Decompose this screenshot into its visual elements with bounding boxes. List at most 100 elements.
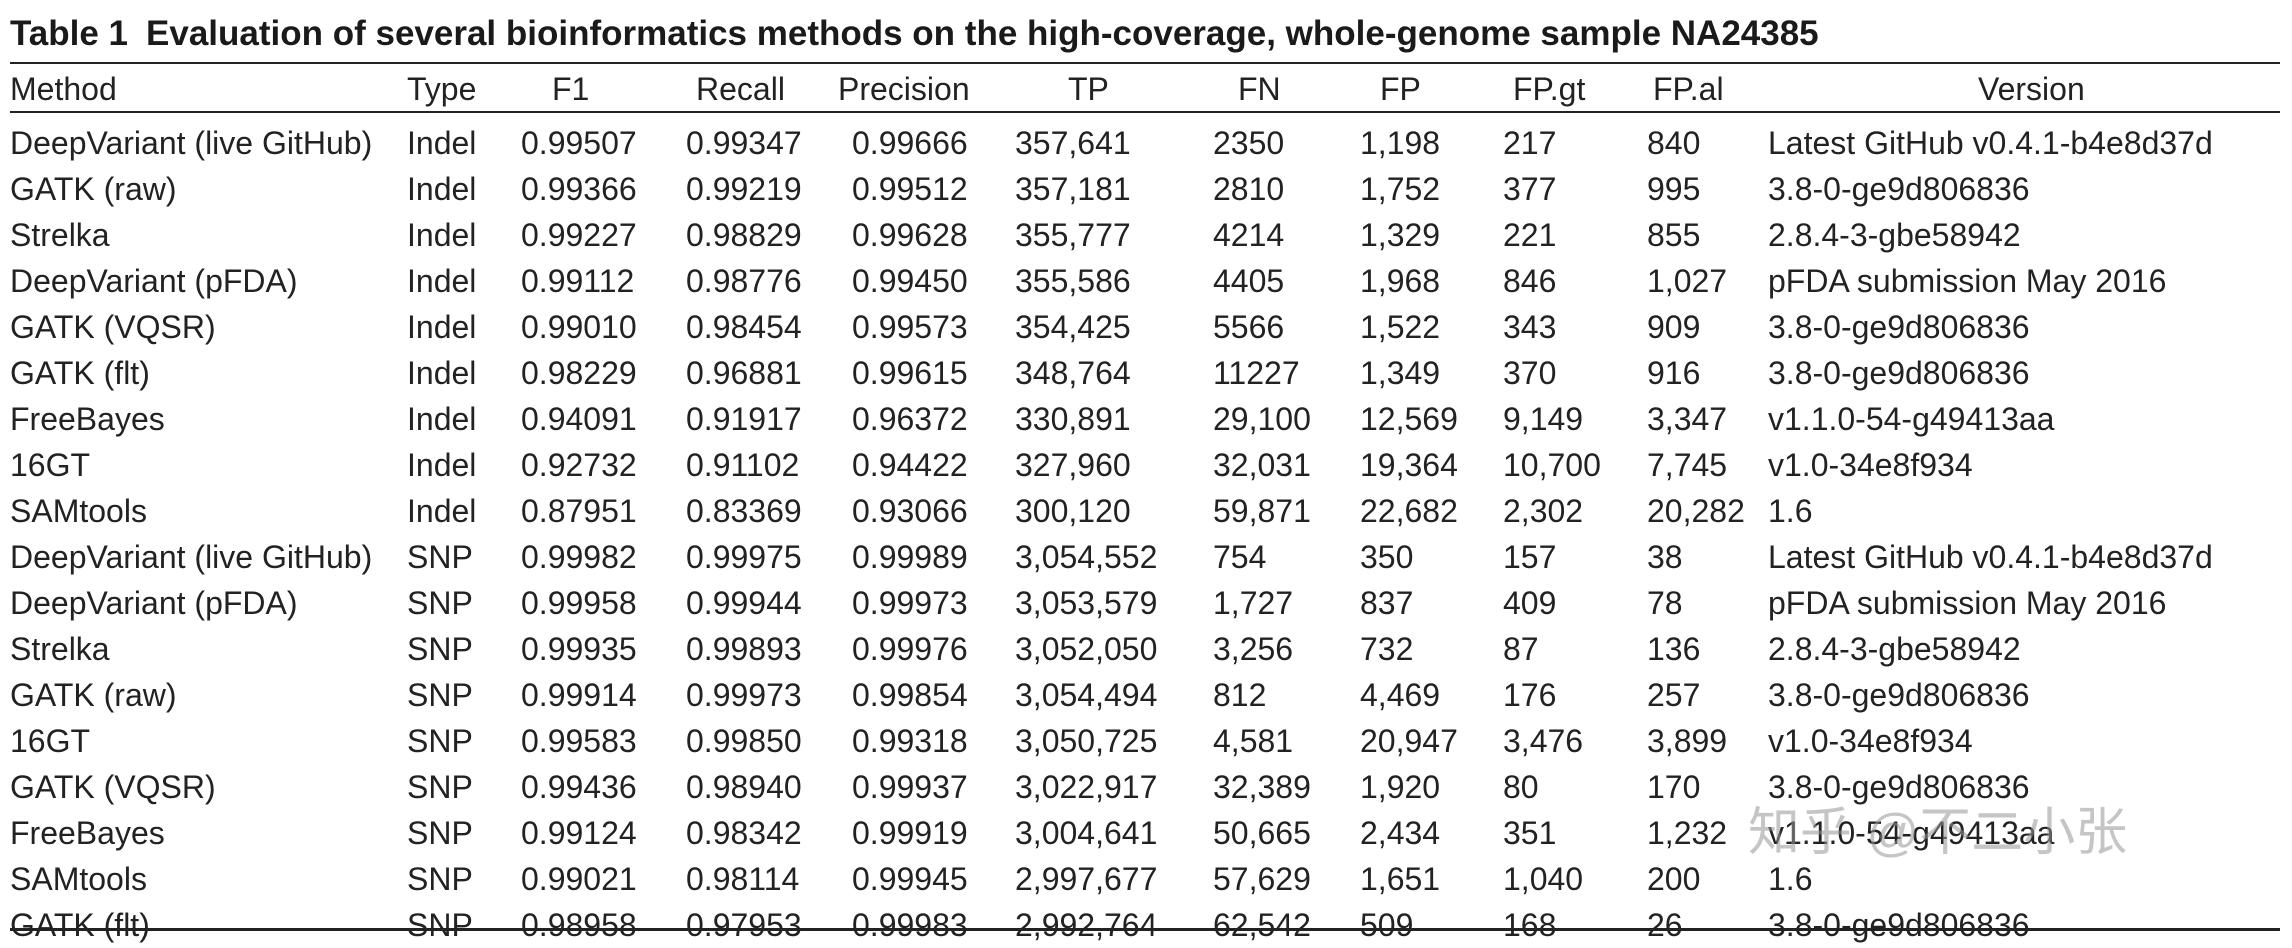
cell-recall: 0.83369 — [686, 493, 802, 529]
cell-fpgt: 343 — [1503, 309, 1557, 345]
table-row: 16GT SNP 0.99583 0.99850 0.99318 3,050,725 4,5… — [10, 718, 2280, 764]
cell-precision: 0.99854 — [852, 677, 968, 713]
cell-method: GATK (flt) — [10, 907, 150, 943]
cell-type: SNP — [407, 815, 473, 851]
table-row: GATK (VQSR) Indel 0.99010 0.98454 0.99573 354… — [10, 304, 2280, 350]
cell-fpal: 26 — [1647, 907, 1683, 943]
cell-fp: 732 — [1360, 631, 1414, 667]
cell-f1: 0.99507 — [521, 125, 637, 161]
cell-fpal: 909 — [1647, 309, 1701, 345]
cell-type: Indel — [407, 217, 477, 253]
cell-recall: 0.99219 — [686, 171, 802, 207]
cell-fn: 1,727 — [1213, 585, 1294, 621]
cell-f1: 0.99124 — [521, 815, 637, 851]
table-row: FreeBayes Indel 0.94091 0.91917 0.96372 330,8… — [10, 396, 2280, 442]
cell-type: Indel — [407, 447, 477, 483]
cell-precision: 0.99318 — [852, 723, 968, 759]
cell-fpal: 78 — [1647, 585, 1683, 621]
cell-type: SNP — [407, 769, 473, 805]
table-caption: Evaluation of several bioinformatics met… — [146, 14, 1819, 53]
cell-fp: 19,364 — [1360, 447, 1458, 483]
cell-fp: 1,329 — [1360, 217, 1441, 253]
cell-method: SAMtools — [10, 861, 147, 897]
cell-version: 1.6 — [1768, 493, 1813, 529]
cell-tp: 355,777 — [1015, 217, 1131, 253]
cell-precision: 0.99945 — [852, 861, 968, 897]
cell-type: Indel — [407, 309, 477, 345]
cell-version: pFDA submission May 2016 — [1768, 585, 2167, 621]
cell-fpgt: 3,476 — [1503, 723, 1584, 759]
cell-fn: 3,256 — [1213, 631, 1294, 667]
cell-tp: 2,992,764 — [1015, 907, 1158, 943]
cell-fp: 1,968 — [1360, 263, 1441, 299]
cell-fpgt: 80 — [1503, 769, 1539, 805]
table-row: GATK (VQSR) SNP 0.99436 0.98940 0.99937 3,022… — [10, 764, 2280, 810]
cell-type: Indel — [407, 355, 477, 391]
table-row: DeepVariant (live GitHub) Indel 0.99507 0.9… — [10, 120, 2280, 166]
table-header: Method Type F1 Recall Precision TP FN FP… — [10, 66, 2280, 112]
cell-fpgt: 370 — [1503, 355, 1557, 391]
header-recall: Recall — [696, 71, 785, 107]
table-row: Strelka Indel 0.99227 0.98829 0.99628 355,777… — [10, 212, 2280, 258]
cell-fpal: 840 — [1647, 125, 1701, 161]
cell-precision: 0.96372 — [852, 401, 968, 437]
cell-tp: 300,120 — [1015, 493, 1131, 529]
cell-fpgt: 157 — [1503, 539, 1557, 575]
cell-type: SNP — [407, 907, 473, 943]
cell-f1: 0.99982 — [521, 539, 637, 575]
cell-precision: 0.99628 — [852, 217, 968, 253]
cell-tp: 3,054,494 — [1015, 677, 1158, 713]
cell-fn: 2350 — [1213, 125, 1285, 161]
cell-precision: 0.99976 — [852, 631, 968, 667]
cell-tp: 3,054,552 — [1015, 539, 1158, 575]
table-row: DeepVariant (pFDA) SNP 0.99958 0.99944 0.999… — [10, 580, 2280, 626]
table-row: GATK (flt) SNP 0.98958 0.97953 0.99983 2,992,… — [10, 902, 2280, 948]
cell-tp: 330,891 — [1015, 401, 1131, 437]
cell-fpgt: 9,149 — [1503, 401, 1584, 437]
cell-version: 1.6 — [1768, 861, 1813, 897]
header-fn: FN — [1238, 71, 1281, 107]
cell-f1: 0.99112 — [521, 263, 635, 299]
table-row: Strelka SNP 0.99935 0.99893 0.99976 3,052,050… — [10, 626, 2280, 672]
header-rule — [10, 111, 2280, 113]
cell-method: 16GT — [10, 447, 91, 483]
cell-fpgt: 176 — [1503, 677, 1557, 713]
cell-fp: 2,434 — [1360, 815, 1441, 851]
header-fpgt: FP.gt — [1513, 71, 1586, 107]
cell-method: DeepVariant (live GitHub) — [10, 125, 373, 161]
cell-version: Latest GitHub v0.4.1-b4e8d37d — [1768, 539, 2213, 575]
cell-recall: 0.99893 — [686, 631, 802, 667]
cell-tp: 3,050,725 — [1015, 723, 1158, 759]
cell-type: Indel — [407, 171, 477, 207]
table-row: GATK (raw) SNP 0.99914 0.99973 0.99854 3,054,… — [10, 672, 2280, 718]
cell-method: 16GT — [10, 723, 91, 759]
cell-version: v1.0-34e8f934 — [1768, 447, 1973, 483]
cell-precision: 0.99512 — [852, 171, 968, 207]
cell-version: v1.1.0-54-g49413aa — [1768, 815, 2055, 851]
header-type: Type — [407, 71, 477, 107]
cell-type: SNP — [407, 539, 473, 575]
cell-fpgt: 168 — [1503, 907, 1557, 943]
cell-recall: 0.91917 — [686, 401, 802, 437]
cell-fn: 29,100 — [1213, 401, 1311, 437]
cell-fp: 1,651 — [1360, 861, 1441, 897]
cell-recall: 0.99973 — [686, 677, 802, 713]
cell-method: GATK (raw) — [10, 171, 177, 207]
cell-type: Indel — [407, 493, 477, 529]
cell-fpgt: 1,040 — [1503, 861, 1584, 897]
cell-fpal: 995 — [1647, 171, 1701, 207]
cell-method: Strelka — [10, 631, 110, 667]
cell-method: GATK (flt) — [10, 355, 150, 391]
cell-fp: 350 — [1360, 539, 1414, 575]
cell-type: Indel — [407, 125, 477, 161]
table-row: SAMtools SNP 0.99021 0.98114 0.99945 2,997,67… — [10, 856, 2280, 902]
cell-method: Strelka — [10, 217, 110, 253]
cell-fpal: 855 — [1647, 217, 1701, 253]
cell-f1: 0.94091 — [521, 401, 637, 437]
cell-fp: 1,349 — [1360, 355, 1441, 391]
cell-fpal: 916 — [1647, 355, 1701, 391]
header-version: Version — [1978, 71, 2085, 107]
cell-version: 3.8-0-ge9d806836 — [1768, 309, 2030, 345]
cell-recall: 0.98454 — [686, 309, 802, 345]
cell-type: SNP — [407, 861, 473, 897]
